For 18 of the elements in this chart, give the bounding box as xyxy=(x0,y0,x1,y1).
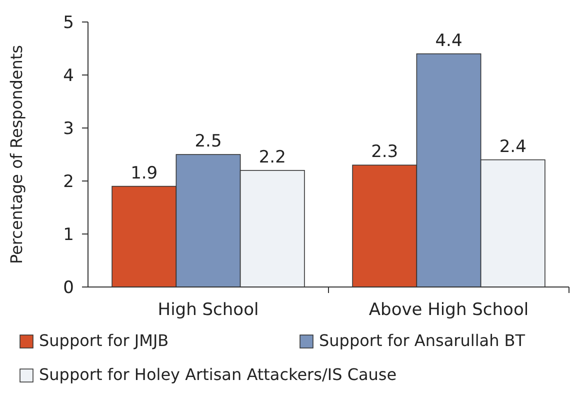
legend-label: Support for Holey Artisan Attackers/IS Cause xyxy=(39,365,397,384)
data-label: 4.4 xyxy=(435,30,462,51)
y-tick-label: 0 xyxy=(63,278,74,298)
data-label: 2.2 xyxy=(258,147,286,168)
y-tick-label: 1 xyxy=(63,224,74,245)
y-tick-label: 4 xyxy=(63,66,74,86)
data-label: 2.3 xyxy=(371,142,398,162)
data-label: 2.5 xyxy=(194,132,222,152)
legend-label: Support for Ansarullah BT xyxy=(319,331,526,350)
x-tick-label: High School xyxy=(158,300,259,320)
x-tick-label: Above High School xyxy=(368,300,529,320)
legend-label: Support for JMJB xyxy=(39,331,169,350)
y-tick-label: 5 xyxy=(63,12,74,33)
data-label: 2.4 xyxy=(499,136,526,157)
y-tick-label: 2 xyxy=(63,172,74,192)
y-axis-title: Percentage of Respondents xyxy=(7,44,26,264)
data-label: 1.9 xyxy=(130,163,158,184)
y-tick-label: 3 xyxy=(63,118,74,139)
